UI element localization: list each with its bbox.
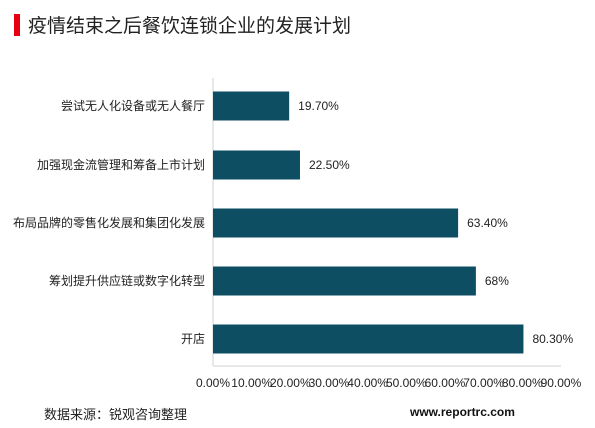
page-title: 疫情结束之后餐饮连锁企业的发展计划 xyxy=(28,16,352,37)
x-tick-label: 10.00% xyxy=(231,376,272,390)
data-label: 22.50% xyxy=(309,158,350,172)
bar xyxy=(213,208,459,238)
website-link[interactable]: www.reportrc.com xyxy=(410,405,515,419)
bar xyxy=(213,324,524,354)
x-tick-label: 50.00% xyxy=(386,376,427,390)
x-tick-label: 20.00% xyxy=(270,376,311,390)
category-label: 开店 xyxy=(181,332,205,346)
data-source-note: 数据来源：锐观咨询整理 xyxy=(44,407,188,422)
x-tick-label: 40.00% xyxy=(347,376,388,390)
x-tick-label: 90.00% xyxy=(541,376,582,390)
bar-chart: 尝试无人化设备或无人餐厅 19.70% 加强现金流管理和筹备上市计划 22.50% 布局… xyxy=(13,78,582,390)
bar xyxy=(213,150,300,180)
category-label: 加强现金流管理和筹备上市计划 xyxy=(37,157,205,172)
data-label: 80.30% xyxy=(532,332,573,346)
data-label: 63.40% xyxy=(467,216,508,230)
x-tick-label: 70.00% xyxy=(463,376,504,390)
title-accent-bar xyxy=(14,14,20,36)
x-tick-label: 30.00% xyxy=(309,376,350,390)
category-label: 布局品牌的零售化发展和集团化发展 xyxy=(13,215,205,230)
data-label: 19.70% xyxy=(298,99,339,113)
x-tick-label: 80.00% xyxy=(502,376,543,390)
category-label: 尝试无人化设备或无人餐厅 xyxy=(61,98,205,113)
data-label: 68% xyxy=(485,274,509,288)
x-tick-label: 0.00% xyxy=(196,376,230,390)
x-tick-label: 60.00% xyxy=(425,376,466,390)
bar xyxy=(213,91,290,121)
category-label: 筹划提升供应链或数字化转型 xyxy=(49,273,205,288)
bar xyxy=(213,266,476,296)
